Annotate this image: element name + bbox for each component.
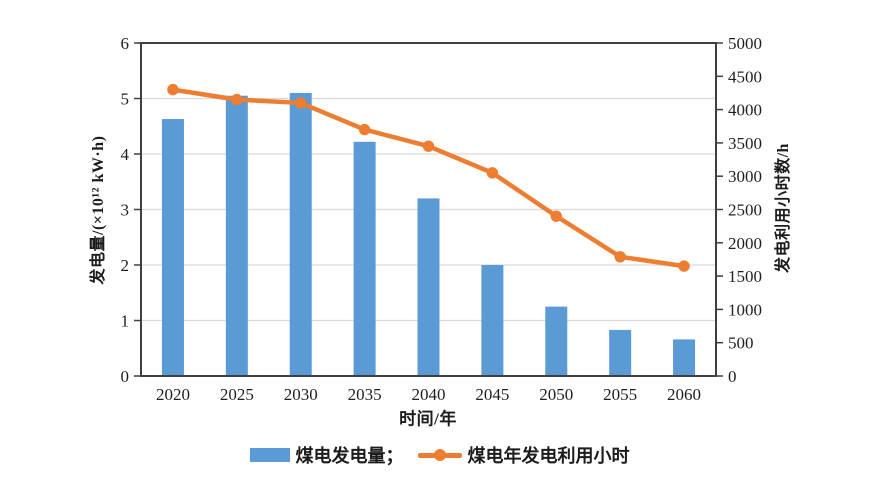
x-tick-label: 2040 (412, 385, 446, 404)
left-tick-label: 6 (121, 34, 130, 53)
left-tick-label: 5 (121, 90, 130, 109)
line-marker-2055 (614, 251, 626, 263)
line-marker-2035 (358, 123, 371, 136)
left-tick-label: 2 (121, 256, 130, 275)
line-marker-2050 (550, 210, 562, 222)
right-tick-label: 4500 (728, 67, 762, 86)
chart-plot-area: 0 1 2 3 4 5 6 0 500 1000 1500 2000 2500 3000 3500 4000 4… (121, 34, 763, 404)
right-tick-label: 1000 (728, 300, 762, 319)
line-marker-2030 (295, 97, 307, 109)
legend-item-bar-series: 煤电发电量； (249, 442, 404, 468)
x-tick-label: 2050 (539, 385, 573, 404)
bar-series-swatch-icon (249, 448, 290, 462)
right-tick-label: 3000 (728, 167, 762, 186)
line-marker-2040 (422, 140, 435, 152)
right-tick-label: 2500 (728, 201, 762, 220)
bar-2030 (289, 92, 312, 376)
right-tick-label: 1500 (728, 267, 762, 286)
left-tick-label: 4 (121, 145, 130, 164)
line-swatch-marker-icon (433, 449, 446, 461)
bar-2020 (161, 119, 184, 376)
x-tick-label: 2030 (284, 385, 318, 404)
x-axis-title: 时间/年 (399, 409, 457, 429)
x-tick-label: 2035 (348, 385, 382, 404)
right-tick-label: 4000 (728, 101, 762, 120)
line-marker-2025 (231, 93, 243, 106)
bar-2045 (481, 265, 504, 376)
legend-label-line-series: 煤电年发电利用小时 (467, 446, 630, 466)
legend: 煤电发电量； 煤电年发电利用小时 (0, 442, 879, 468)
left-tick-label: 3 (121, 201, 130, 220)
bar-2050 (545, 306, 568, 376)
bar-2035 (353, 141, 376, 376)
line-marker-2060 (678, 260, 690, 272)
x-tick-label: 2025 (220, 385, 254, 404)
bar-2040 (417, 198, 440, 376)
left-tick-label: 1 (121, 312, 130, 331)
left-axis-title: 发电量/(×10¹² kW·h) (90, 135, 107, 285)
bar-2055 (609, 329, 632, 376)
legend-label-bar-series: 煤电发电量； (295, 446, 404, 466)
x-tick-label: 2060 (667, 385, 701, 404)
right-tick-label: 0 (728, 367, 737, 386)
line-marker-2020 (167, 83, 179, 96)
right-tick-label: 3500 (728, 134, 762, 153)
x-tick-label: 2045 (475, 385, 509, 404)
right-tick-label: 500 (728, 334, 754, 353)
right-tick-label: 5000 (728, 34, 762, 53)
line-series-swatch-icon (417, 448, 462, 462)
line-marker-2045 (486, 167, 499, 179)
left-tick-label: 0 (121, 367, 130, 386)
right-tick-label: 2000 (728, 234, 762, 253)
bar-2060 (673, 339, 696, 376)
right-axis-title: 发电利用小时数/h (775, 143, 792, 273)
bar-2025 (225, 95, 248, 376)
x-tick-label: 2020 (156, 385, 190, 404)
x-tick-label: 2055 (603, 385, 637, 404)
legend-item-line-series: 煤电年发电利用小时 (417, 442, 630, 468)
